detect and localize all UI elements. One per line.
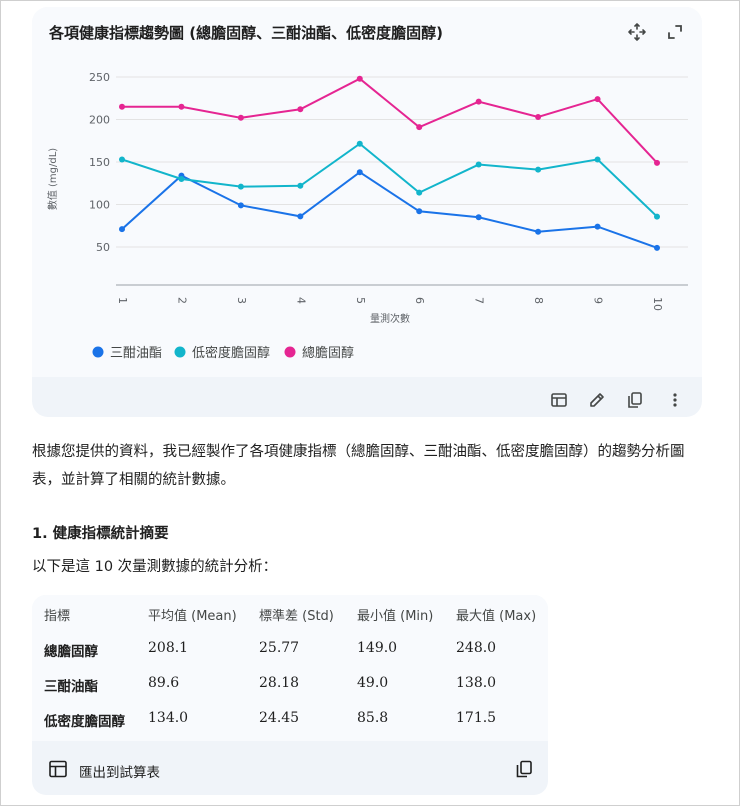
data-point — [297, 106, 304, 113]
x-tick-label: 4 — [294, 297, 307, 304]
col-header: 最大值 (Max) — [456, 609, 537, 624]
y-tick-label: 250 — [89, 71, 110, 84]
stats-table: 指標 平均值 (Mean) 標準差 (Std) 最小值 (Min) 最大值 (M… — [32, 595, 548, 741]
intro-text: 以下是這 10 次量測數據的統計分析： — [32, 559, 278, 575]
export-to-sheets-button[interactable]: 匯出到試算表 — [79, 765, 160, 781]
data-point — [356, 75, 363, 82]
data-point — [119, 156, 125, 163]
table-row-label: 總膽固醇 — [44, 644, 98, 660]
legend-marker — [92, 346, 104, 358]
data-point — [654, 159, 660, 166]
col-header: 指標 — [44, 609, 71, 624]
table-row-label: 三酣油酯 — [44, 679, 98, 695]
data-point — [416, 189, 423, 196]
table-row-label: 低密度膽固醇 — [44, 714, 125, 730]
table-cell: 208.1 — [148, 640, 189, 656]
x-tick-label: 8 — [532, 297, 545, 304]
table-cell: 171.5 — [456, 710, 497, 726]
spreadsheet-icon[interactable] — [48, 759, 68, 779]
data-point — [178, 103, 185, 110]
copy-icon[interactable] — [622, 387, 648, 413]
x-tick-label: 2 — [175, 297, 188, 304]
y-tick-label: 150 — [89, 156, 110, 169]
series-line — [121, 170, 658, 249]
x-tick-label: 6 — [413, 297, 426, 304]
data-point — [297, 213, 304, 220]
legend-label: 總膽固醇 — [302, 345, 354, 361]
table-icon[interactable] — [546, 387, 572, 413]
legend-label: 三酣油酯 — [110, 346, 162, 361]
x-tick-label: 1 — [116, 297, 129, 304]
data-point — [475, 161, 482, 168]
data-point — [237, 202, 244, 209]
series-line — [122, 77, 658, 164]
data-point — [237, 183, 244, 190]
x-axis-label: 量測次數 — [370, 312, 410, 325]
table-cell: 24.45 — [259, 710, 300, 726]
data-point — [654, 244, 660, 251]
y-tick-label: 50 — [96, 241, 110, 254]
expand-icon[interactable] — [664, 21, 686, 43]
data-point — [119, 226, 125, 233]
chart-area: 各項健康指標趨勢圖 (總膽固醇、三酣油酯、低密度膽固醇) — [32, 7, 702, 377]
x-tick-label: 10 — [651, 297, 664, 311]
table-cell: 138.0 — [456, 675, 497, 691]
data-point — [594, 223, 601, 230]
x-tick-label: 5 — [354, 297, 367, 304]
copy-table-icon[interactable] — [514, 759, 534, 779]
data-point — [475, 214, 482, 221]
chart-title: 各項健康指標趨勢圖 (總膽固醇、三酣油酯、低密度膽固醇) — [49, 24, 443, 42]
data-point — [594, 156, 601, 163]
y-tick-label: 100 — [89, 199, 110, 212]
chart-card: 各項健康指標趨勢圖 (總膽固醇、三酣油酯、低密度膽固醇) — [32, 7, 702, 417]
x-tick-label: 9 — [592, 297, 605, 304]
table-cell: 49.0 — [357, 675, 389, 691]
data-point — [416, 208, 423, 215]
col-header: 最小值 (Min) — [357, 609, 434, 624]
stats-table-card: 指標 平均值 (Mean) 標準差 (Std) 最小值 (Min) 最大值 (M… — [32, 595, 548, 795]
data-point — [475, 98, 482, 105]
y-axis-label: 數值 (mg/dL) — [46, 148, 59, 210]
data-point — [119, 103, 125, 110]
table-cell: 149.0 — [357, 640, 398, 656]
data-point — [535, 228, 542, 235]
data-point — [654, 213, 660, 220]
data-point — [416, 124, 423, 131]
legend-label: 低密度膽固醇 — [192, 345, 270, 361]
edit-icon[interactable] — [584, 387, 610, 413]
legend-marker — [174, 346, 186, 358]
col-header: 平均值 (Mean) — [148, 609, 237, 624]
table-cell: 28.18 — [259, 675, 300, 691]
data-point — [535, 166, 542, 173]
table-cell: 134.0 — [148, 710, 189, 726]
y-tick-label: 200 — [89, 114, 110, 127]
more-vert-icon[interactable] — [662, 387, 688, 413]
data-point — [178, 176, 185, 182]
data-point — [535, 113, 542, 120]
table-cell: 89.6 — [148, 675, 180, 691]
response-paragraph: 根據您提供的資料，我已經製作了各項健康指標（總膽固醇、三酣油酯、低密度膽固醇）的… — [32, 444, 685, 488]
data-point — [297, 182, 304, 189]
move-icon[interactable] — [626, 21, 648, 43]
col-header: 標準差 (Std) — [259, 609, 334, 624]
table-cell: 248.0 — [456, 640, 497, 656]
data-point — [356, 140, 363, 147]
series-line — [121, 142, 658, 218]
section-heading: 1. 健康指標統計摘要 — [32, 526, 169, 542]
data-point — [237, 114, 244, 121]
table-cell: 85.8 — [357, 710, 389, 726]
table-cell: 25.77 — [259, 640, 300, 656]
legend-marker — [284, 346, 296, 358]
x-tick-label: 7 — [473, 297, 486, 304]
data-point — [594, 96, 601, 103]
data-point — [356, 169, 363, 176]
x-tick-label: 3 — [235, 297, 248, 304]
